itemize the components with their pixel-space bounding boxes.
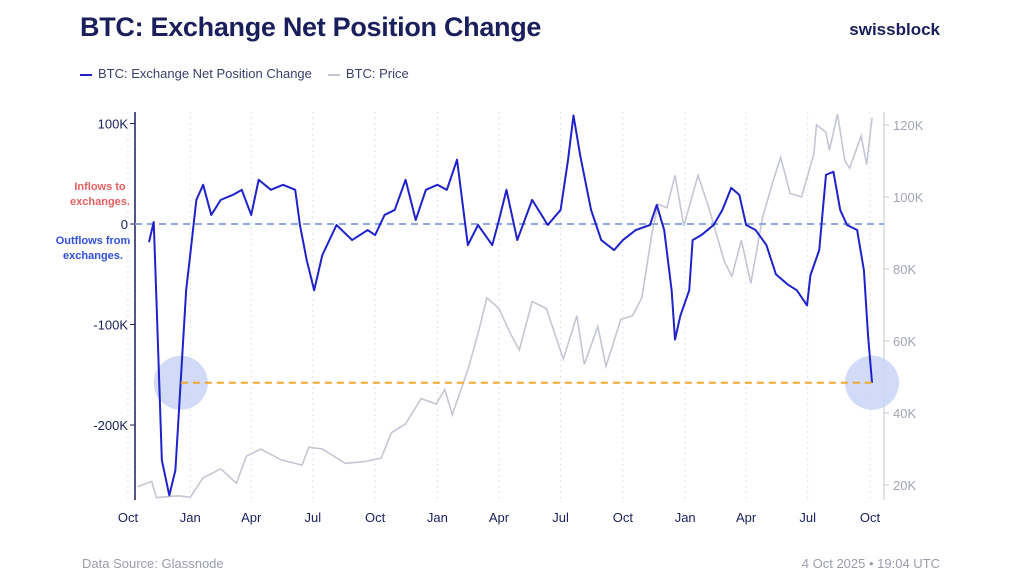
x-tick-label: Jul — [305, 510, 322, 525]
x-tick-label: Oct — [365, 510, 386, 525]
legend: BTC: Exchange Net Position Change BTC: P… — [80, 66, 409, 81]
x-tick-label: Oct — [118, 510, 139, 525]
y-right-tick-label: 40K — [893, 406, 916, 421]
x-tick-label: Jan — [427, 510, 448, 525]
legend-swatch — [327, 73, 340, 76]
y-right-tick-label: 120K — [893, 118, 924, 133]
timestamp: 4 Oct 2025 • 19:04 UTC — [801, 556, 940, 571]
x-tick-label: Jul — [552, 510, 569, 525]
x-tick-label: Jul — [799, 510, 816, 525]
net-position-line — [148, 114, 874, 497]
x-tick-label: Jan — [675, 510, 696, 525]
y-left-tick-label: 100K — [98, 117, 129, 132]
y-right-tick-label: 60K — [893, 334, 916, 349]
inflows-annotation: Inflows to exchanges. — [70, 181, 130, 208]
data-source: Data Source: Glassnode — [82, 556, 224, 571]
legend-item-net-position[interactable]: BTC: Exchange Net Position Change — [80, 66, 312, 81]
legend-swatch — [80, 73, 92, 76]
brand-logo: swissblock — [849, 20, 940, 39]
y-right-tick-label: 20K — [893, 478, 916, 493]
page-title: BTC: Exchange Net Position Change — [80, 12, 542, 42]
y-left-tick-label: -200K — [93, 418, 128, 433]
legend-label: BTC: Exchange Net Position Change — [98, 66, 312, 81]
price-line — [137, 114, 873, 499]
x-tick-label: Oct — [860, 510, 881, 525]
y-left-tick-label: 0 — [121, 217, 128, 232]
y-left-tick-label: -100K — [93, 318, 128, 333]
x-tick-label: Apr — [489, 510, 510, 525]
x-tick-label: Oct — [613, 510, 634, 525]
outflows-annotation: Outflows from exchanges. — [55, 235, 131, 262]
x-tick-label: Apr — [241, 510, 262, 525]
x-tick-label: Jan — [180, 510, 201, 525]
x-tick-label: Apr — [736, 510, 757, 525]
legend-item-price[interactable]: BTC: Price — [327, 66, 409, 81]
y-right-tick-label: 80K — [893, 262, 916, 277]
y-right-tick-label: 100K — [893, 190, 924, 205]
legend-label: BTC: Price — [345, 66, 409, 81]
